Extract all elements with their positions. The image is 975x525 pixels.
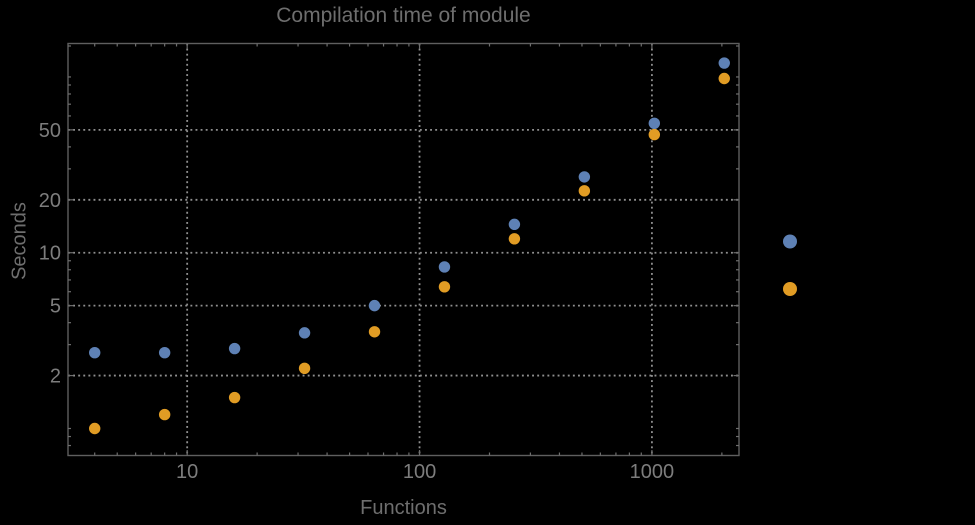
data-point-series-1 <box>438 261 451 273</box>
x-axis-label: Functions <box>360 497 447 519</box>
plot-frame <box>67 42 740 457</box>
x-tick-label: 100 <box>403 461 436 483</box>
data-point-series-2 <box>158 408 171 421</box>
data-point-series-1 <box>89 346 101 359</box>
legend-marker-series-2 <box>783 282 797 296</box>
data-point-series-2 <box>438 281 451 293</box>
data-point-series-2 <box>648 128 661 141</box>
data-point-series-1 <box>368 299 381 312</box>
y-tick-label: 50 <box>39 120 61 142</box>
y-tick-label: 10 <box>39 243 61 265</box>
y-tick-label: 2 <box>50 366 61 388</box>
data-point-series-1 <box>228 342 241 355</box>
data-point-series-1 <box>508 218 521 231</box>
legend-marker-series-1 <box>783 234 797 249</box>
data-point-series-2 <box>298 362 311 375</box>
data-point-series-2 <box>228 391 241 404</box>
data-point-series-1 <box>578 171 591 183</box>
data-point-series-2 <box>368 326 381 338</box>
data-point-series-2 <box>508 233 521 245</box>
y-axis-label: Seconds <box>8 202 31 280</box>
data-point-series-1 <box>648 117 661 129</box>
data-point-series-1 <box>298 327 311 339</box>
data-point-series-1 <box>158 346 171 359</box>
chart-title: Compilation time of module <box>276 4 531 27</box>
y-tick-label: 5 <box>50 296 61 318</box>
x-tick-label: 10 <box>176 461 198 483</box>
y-tick-label: 20 <box>39 190 61 212</box>
data-point-series-2 <box>718 72 730 85</box>
data-point-series-2 <box>89 422 101 435</box>
x-tick-label: 1000 <box>630 461 675 483</box>
data-point-series-1 <box>718 57 730 69</box>
data-point-series-2 <box>578 185 591 197</box>
